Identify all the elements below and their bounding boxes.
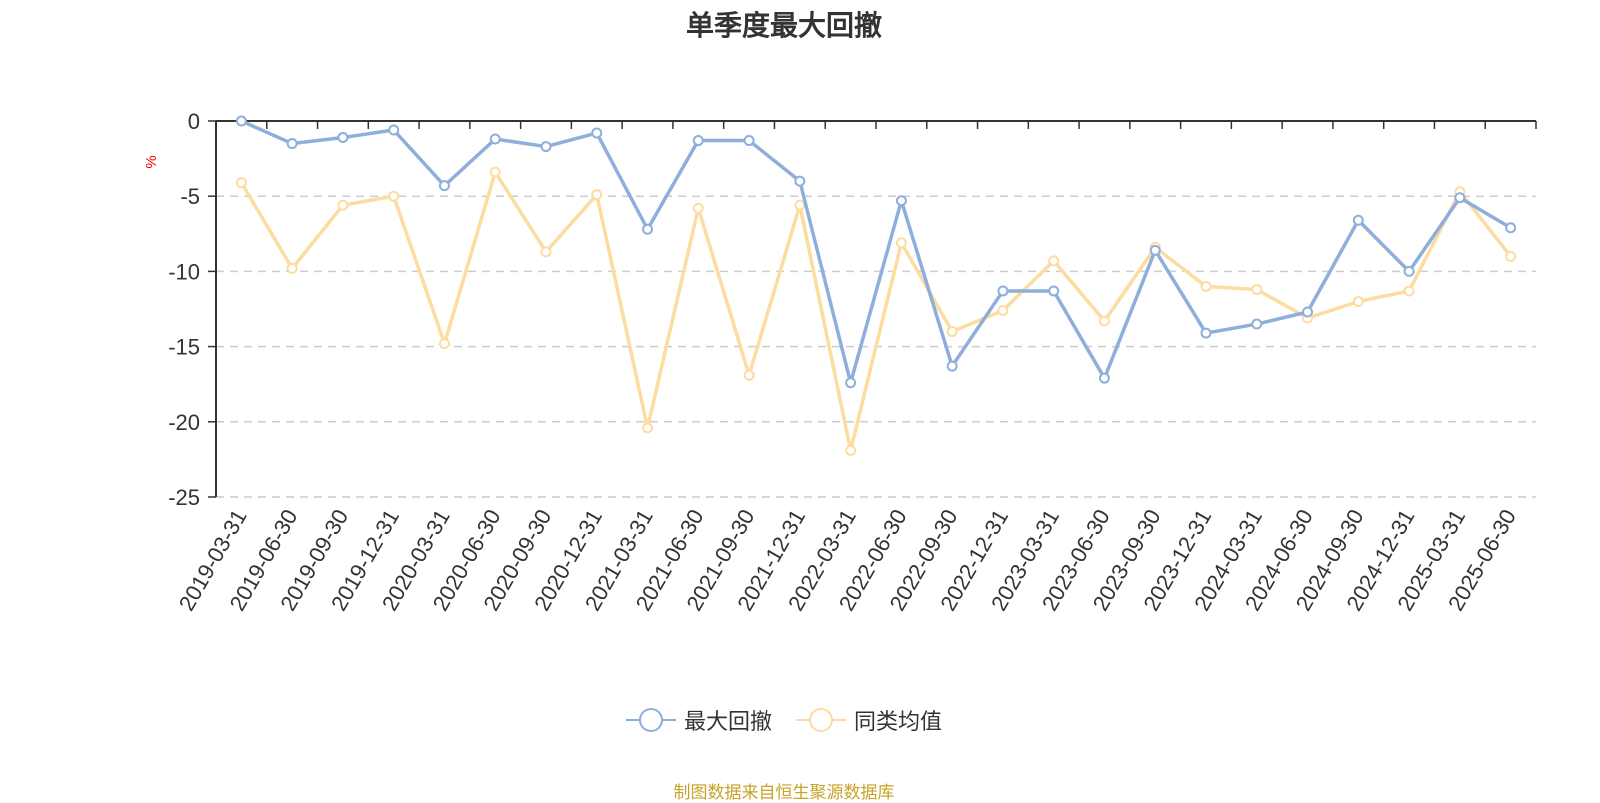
data-point: [1505, 250, 1517, 262]
data-point: [794, 199, 806, 211]
data-point: [642, 422, 654, 434]
data-point: [1505, 222, 1517, 234]
data-point: [692, 135, 704, 147]
y-tick-label: 0: [188, 109, 200, 134]
data-point: [1200, 280, 1212, 292]
data-point: [1251, 283, 1263, 295]
data-point: [489, 166, 501, 178]
y-tick-label: -20: [168, 410, 200, 435]
data-point: [794, 175, 806, 187]
data-point: [438, 180, 450, 192]
series-line: [239, 170, 1512, 453]
data-point: [1352, 214, 1364, 226]
data-point: [642, 223, 654, 235]
data-point: [1048, 285, 1060, 297]
data-point: [388, 124, 400, 136]
source-note: 制图数据来自恒生聚源数据库: [673, 783, 895, 803]
data-point: [997, 285, 1009, 297]
series-layer: [235, 115, 1517, 456]
legend-item[interactable]: 同类均值: [796, 704, 942, 736]
legend-swatch: [625, 708, 676, 732]
data-point: [1098, 372, 1110, 384]
data-point: [895, 195, 907, 207]
data-point: [540, 141, 552, 153]
legend-label: 最大回撤: [683, 710, 772, 735]
data-point: [743, 135, 755, 147]
data-point: [1403, 265, 1415, 277]
data-point: [1098, 315, 1110, 327]
data-point: [1200, 327, 1212, 339]
legend: 最大回撤 同类均值: [0, 704, 1568, 736]
data-point: [1352, 295, 1364, 307]
data-point: [946, 360, 958, 372]
data-point: [1149, 244, 1161, 256]
data-point: [438, 338, 450, 350]
legend-label: 同类均值: [854, 710, 943, 735]
data-point: [591, 189, 603, 201]
data-point: [1403, 285, 1415, 297]
data-point: [895, 237, 907, 249]
data-point: [286, 138, 298, 150]
y-tick-label: -25: [168, 485, 200, 510]
data-point: [337, 199, 349, 211]
data-point: [540, 246, 552, 258]
data-point: [286, 262, 298, 274]
data-point: [997, 305, 1009, 317]
data-point: [692, 202, 704, 214]
data-point: [489, 133, 501, 145]
data-point: [235, 115, 247, 127]
data-point: [743, 369, 755, 381]
y-tick-label: -10: [168, 259, 200, 284]
data-point: [388, 190, 400, 202]
data-point: [1454, 192, 1466, 204]
chart-title: 单季度最大回撤: [685, 9, 882, 42]
y-tick-label: -15: [168, 335, 200, 360]
data-point: [1048, 255, 1060, 267]
data-point: [591, 127, 603, 139]
axis-layer: 0-5-10-15-20-252019-03-312019-06-302019-…: [168, 109, 1537, 615]
data-point: [337, 132, 349, 144]
data-point: [1251, 318, 1263, 330]
data-point: [845, 444, 857, 456]
y-axis-unit-label: %: [143, 155, 160, 168]
legend-item[interactable]: 最大回撤: [625, 704, 772, 736]
data-point: [845, 377, 857, 389]
legend-swatch: [796, 708, 846, 732]
series-line: [240, 119, 1512, 385]
y-tick-label: -5: [180, 184, 200, 209]
data-point: [1302, 306, 1314, 318]
data-point: [946, 326, 958, 338]
data-point: [235, 177, 247, 189]
